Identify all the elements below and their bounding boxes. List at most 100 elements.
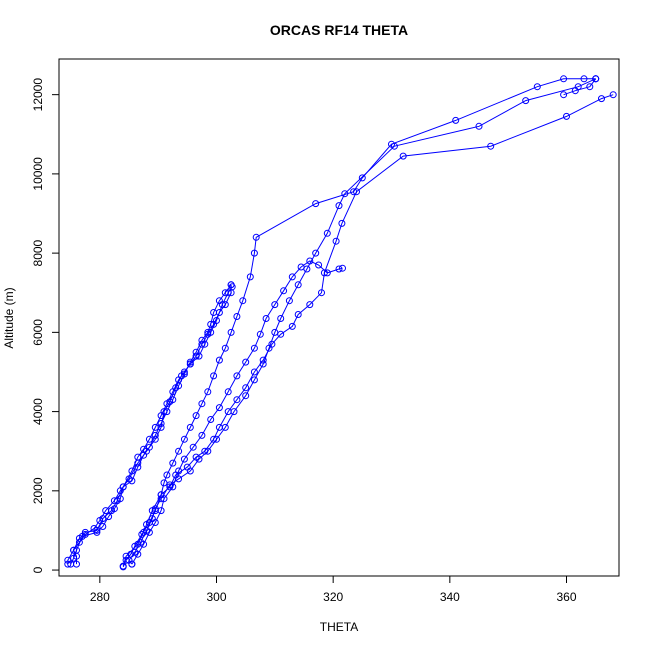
data-point	[215, 423, 223, 431]
series-layer	[64, 75, 617, 571]
data-point	[210, 372, 218, 380]
data-point	[271, 301, 279, 309]
data-point	[157, 423, 165, 431]
x-tick-label: 280	[90, 590, 110, 604]
series-3	[128, 257, 346, 568]
data-point	[172, 384, 180, 392]
data-point	[148, 507, 156, 515]
data-point	[160, 408, 168, 416]
data-point	[335, 265, 343, 273]
data-point	[294, 281, 302, 289]
data-point	[242, 392, 250, 400]
data-point	[192, 412, 200, 420]
series-5	[560, 75, 600, 99]
data-point	[186, 360, 194, 368]
series-line	[73, 286, 233, 565]
data-point	[277, 330, 285, 338]
data-point	[288, 273, 296, 281]
data-point	[259, 356, 267, 364]
data-point	[119, 562, 127, 570]
data-point	[390, 142, 398, 150]
data-point	[189, 443, 197, 451]
y-tick-label: 4000	[31, 398, 45, 425]
data-point	[180, 455, 188, 463]
data-point	[151, 435, 159, 443]
data-point	[312, 200, 320, 208]
data-point	[99, 523, 107, 530]
data-point	[70, 546, 78, 554]
series-line	[122, 94, 614, 567]
data-point	[399, 152, 407, 160]
data-point	[134, 540, 142, 548]
data-point	[338, 219, 346, 227]
series-line	[128, 78, 596, 565]
data-point	[262, 315, 270, 322]
data-point	[560, 91, 568, 99]
data-point	[358, 174, 366, 182]
data-point	[224, 408, 232, 416]
y-tick-label: 0	[31, 566, 45, 573]
data-point	[134, 550, 142, 558]
data-point	[140, 528, 148, 536]
data-point	[81, 530, 89, 538]
data-point	[233, 313, 241, 320]
data-point	[306, 301, 314, 309]
data-point	[227, 328, 235, 336]
data-point	[166, 398, 174, 406]
data-point	[332, 237, 340, 245]
data-point	[592, 75, 600, 83]
data-point	[183, 463, 191, 471]
data-point	[201, 447, 209, 455]
data-point	[110, 505, 118, 513]
data-point	[224, 388, 232, 396]
x-tick-label: 340	[440, 590, 460, 604]
x-tick-label: 320	[323, 590, 343, 604]
data-point	[105, 513, 113, 521]
x-axis-label: THETA	[320, 620, 358, 634]
data-point	[224, 289, 232, 297]
series-1	[119, 75, 600, 571]
data-point	[128, 560, 136, 568]
data-point	[192, 453, 200, 461]
data-point	[110, 497, 118, 505]
series-7	[67, 281, 235, 568]
data-point	[533, 83, 541, 91]
data-point	[215, 356, 223, 364]
data-point	[75, 538, 83, 546]
data-point	[312, 249, 320, 257]
data-point	[178, 372, 185, 380]
data-point	[487, 142, 495, 150]
data-point	[210, 309, 218, 316]
data-point	[210, 435, 218, 443]
series-8	[70, 283, 236, 568]
data-point	[157, 491, 165, 499]
data-point	[157, 507, 165, 515]
data-point	[452, 116, 460, 124]
x-axis: 280 300 320 340 360	[90, 575, 577, 604]
data-point	[280, 287, 288, 295]
data-point	[285, 297, 293, 305]
data-point	[233, 396, 241, 404]
data-point	[268, 340, 276, 348]
y-tick-label: 10000	[31, 157, 45, 191]
data-point	[228, 283, 236, 291]
data-point	[169, 459, 177, 467]
data-point	[116, 495, 124, 503]
data-point	[339, 264, 346, 272]
data-point	[560, 75, 568, 83]
data-point	[73, 552, 80, 560]
data-point	[297, 263, 305, 271]
data-point	[341, 190, 349, 198]
data-point	[571, 87, 579, 95]
data-point	[320, 269, 328, 277]
data-point	[218, 301, 226, 309]
data-point	[609, 91, 617, 99]
data-point	[215, 404, 223, 412]
data-point	[207, 328, 215, 336]
y-tick-label: 12000	[31, 78, 45, 112]
data-point	[207, 320, 215, 328]
data-point	[186, 358, 194, 366]
data-point	[277, 315, 285, 322]
y-axis-label: Altitude (m)	[2, 287, 16, 348]
data-point	[172, 471, 180, 479]
